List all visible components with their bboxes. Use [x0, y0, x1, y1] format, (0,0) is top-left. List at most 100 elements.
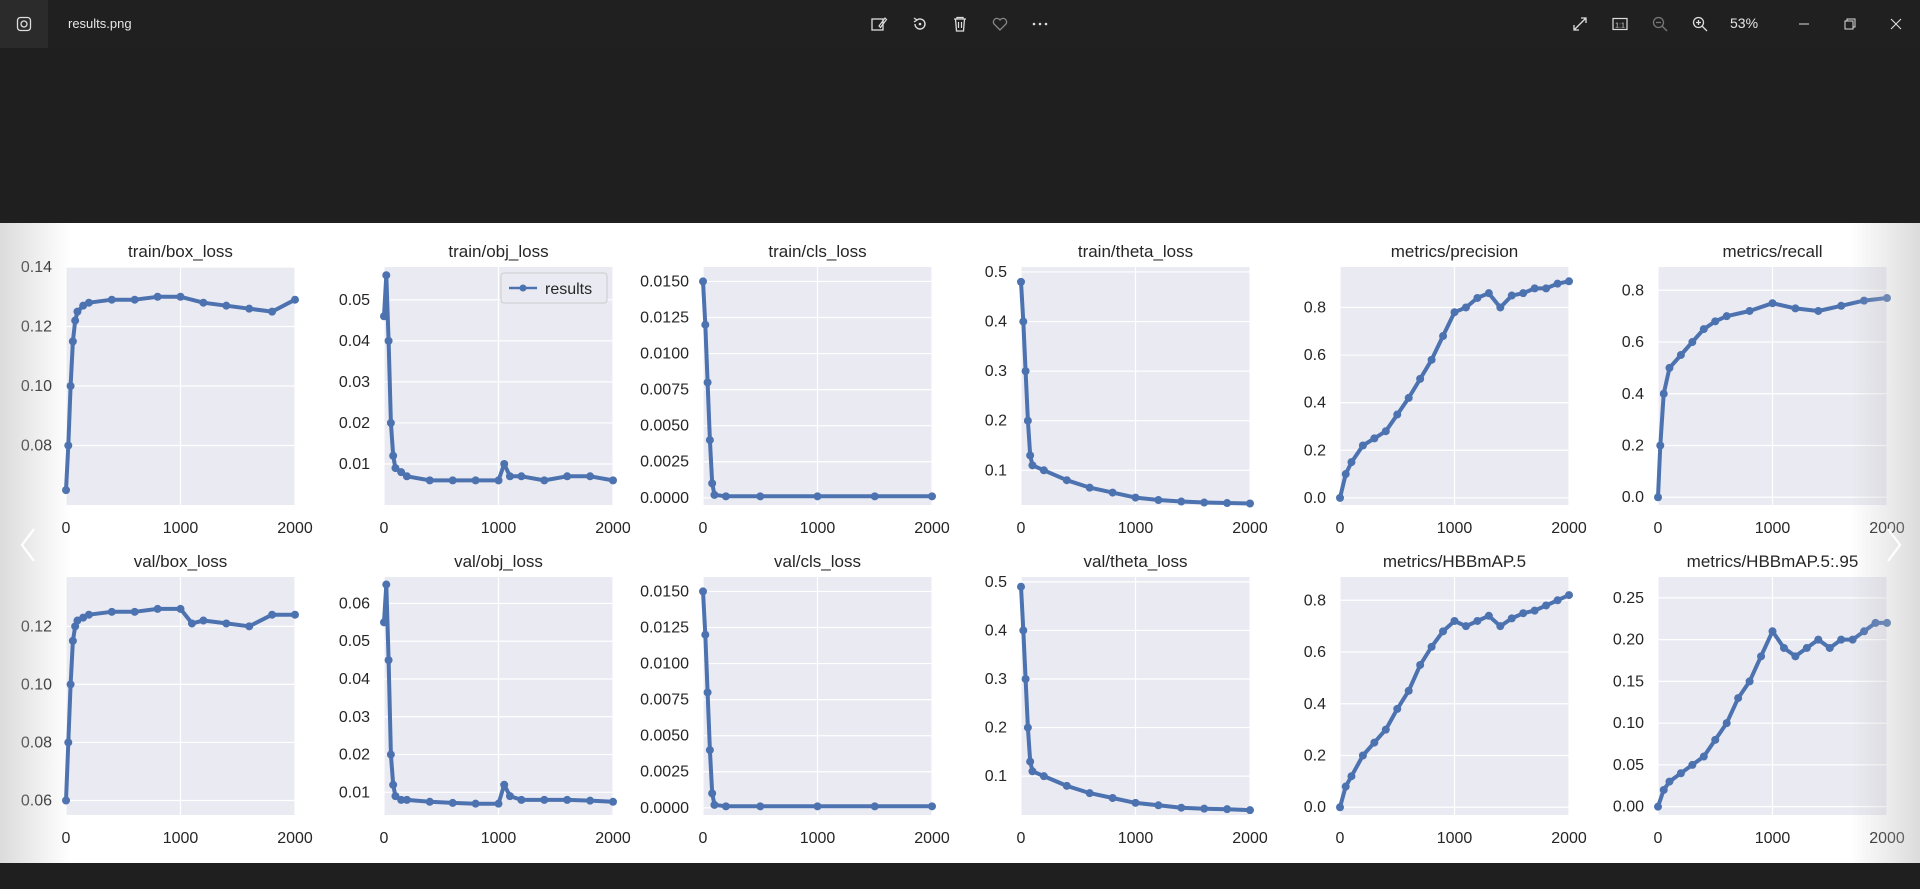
more-icon[interactable] [1026, 10, 1054, 38]
edit-image-icon[interactable] [865, 10, 893, 38]
data-point [1023, 723, 1032, 732]
data-point [505, 792, 514, 801]
y-tick-label: 0.1 [985, 462, 1007, 479]
next-image-arrow-icon[interactable] [1874, 525, 1914, 565]
delete-icon[interactable] [946, 10, 974, 38]
y-tick-label: 0.6 [1622, 334, 1644, 351]
data-point [1039, 466, 1048, 475]
data-point [1450, 616, 1459, 625]
data-point [710, 800, 719, 809]
zoom-level: 53% [1730, 15, 1759, 31]
y-tick-label: 0.0150 [640, 273, 689, 290]
data-point [397, 795, 406, 804]
data-point [928, 802, 936, 811]
data-point [494, 476, 503, 485]
data-point [291, 610, 299, 619]
data-point [1039, 772, 1048, 781]
y-tick-label: 0.0125 [640, 619, 689, 636]
y-tick-label: 0.2 [1622, 438, 1644, 455]
data-point [1341, 470, 1350, 479]
data-point [813, 802, 822, 811]
data-point [1370, 738, 1379, 747]
data-point [1154, 496, 1163, 505]
data-point [708, 789, 717, 798]
x-tick-label: 0 [1654, 830, 1663, 847]
x-tick-label: 1000 [1755, 830, 1791, 847]
data-point [1484, 611, 1493, 620]
results-charts: 0 1000 20000.080.100.120.14train/box_loss0… [21, 242, 1905, 847]
y-tick-label: 0.08 [21, 734, 52, 751]
x-tick-label: 1000 [1437, 520, 1473, 537]
chart-title: train/box_loss [128, 242, 233, 261]
data-point [1223, 805, 1232, 814]
data-point [1699, 752, 1708, 761]
chart-title: metrics/recall [1722, 242, 1822, 261]
actual-size-icon[interactable]: 1:1 [1606, 10, 1634, 38]
data-point [928, 492, 936, 501]
data-point [1177, 497, 1186, 506]
data-point [699, 587, 707, 596]
minimize-icon[interactable] [1790, 10, 1818, 38]
x-tick-label: 0 [62, 830, 71, 847]
data-point [176, 604, 185, 613]
previous-image-arrow-icon[interactable] [8, 525, 48, 565]
data-point [1019, 626, 1028, 635]
y-tick-label: 0.0050 [640, 728, 689, 745]
data-point [130, 607, 139, 616]
results-image: 0 1000 2000 0.08 0.10 0.12 0.14 train/box_loss 0… [0, 223, 1920, 863]
data-point [1519, 289, 1528, 298]
data-point [1665, 777, 1674, 786]
data-point [1473, 616, 1482, 625]
favorite-icon[interactable] [986, 10, 1014, 38]
data-point [1654, 493, 1662, 502]
chart-title: val/box_loss [134, 552, 228, 571]
data-point [705, 436, 714, 445]
y-tick-label: 0.3 [985, 671, 1007, 688]
data-point [199, 298, 208, 307]
data-point [68, 337, 77, 346]
legend-box [500, 272, 608, 304]
data-point [1108, 488, 1117, 497]
data-point [268, 307, 277, 316]
data-point [176, 292, 185, 301]
data-point [1553, 279, 1562, 288]
data-point [107, 607, 116, 616]
data-point [1017, 582, 1025, 591]
data-point [384, 656, 393, 665]
y-tick-label: 0.2 [985, 413, 1007, 430]
zoom-in-icon[interactable] [1686, 10, 1714, 38]
data-point [1021, 367, 1030, 376]
close-icon[interactable] [1882, 10, 1910, 38]
data-point [1507, 614, 1516, 623]
data-point [153, 604, 162, 613]
x-tick-label: 2000 [914, 830, 950, 847]
data-point [1676, 769, 1685, 778]
data-point [500, 780, 509, 789]
data-point [1154, 801, 1163, 810]
y-tick-label: 0.2 [1304, 442, 1326, 459]
data-point [1131, 798, 1140, 807]
zoom-out-icon[interactable] [1646, 10, 1674, 38]
restore-icon[interactable] [1836, 10, 1864, 38]
data-point [609, 797, 617, 806]
series-line [1338, 279, 1570, 499]
photos-app-icon[interactable] [0, 0, 48, 48]
data-point [1177, 803, 1186, 812]
data-point [1711, 735, 1720, 744]
data-point [1427, 642, 1436, 651]
data-point [1519, 609, 1528, 618]
x-tick-label: 1000 [163, 830, 199, 847]
data-point [563, 795, 572, 804]
data-point [130, 295, 139, 304]
x-tick-label: 2000 [914, 520, 950, 537]
chart-title: metrics/HBBmAP.5 [1383, 552, 1526, 571]
data-point [1745, 306, 1754, 315]
full-screen-icon[interactable] [1566, 10, 1594, 38]
data-point [66, 680, 75, 689]
y-tick-label: 0.08 [21, 438, 52, 455]
data-point [1028, 767, 1037, 776]
rotate-icon[interactable] [906, 10, 934, 38]
data-point [1871, 618, 1880, 627]
chart-title: train/cls_loss [768, 242, 866, 261]
data-point [703, 688, 712, 697]
